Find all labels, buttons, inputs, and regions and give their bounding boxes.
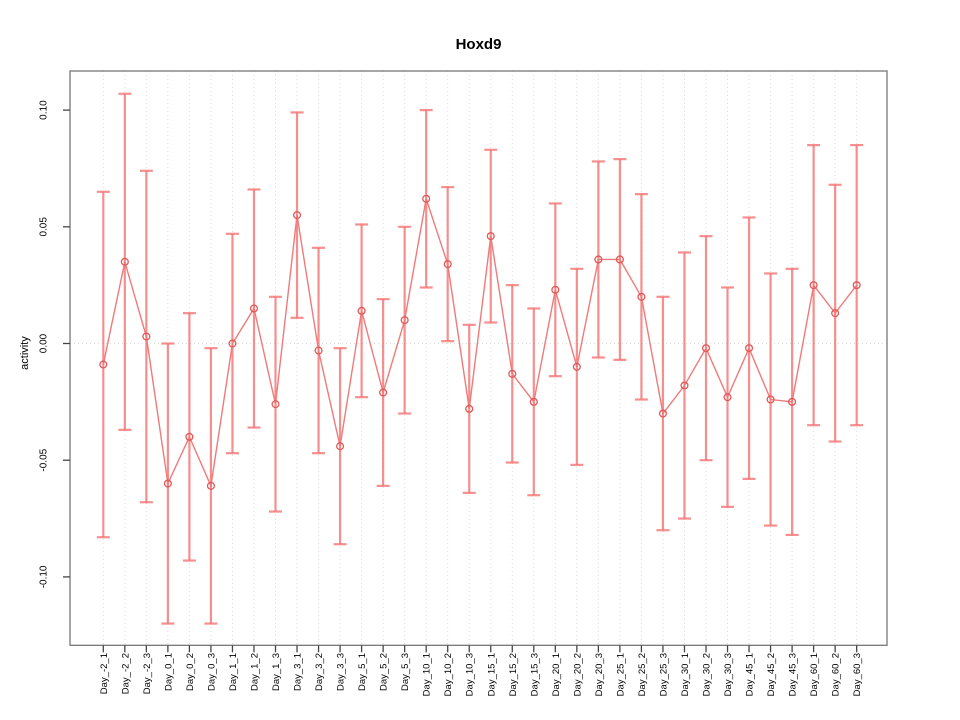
y-axis: 0.10 0.05 0.00 -0.05 -0.10 <box>39 100 70 588</box>
data-point <box>594 255 603 264</box>
x-tick-label: Day_3_1 <box>293 653 304 691</box>
data-point <box>357 306 366 315</box>
data-point <box>271 400 280 409</box>
x-tick-label: Day_30_1 <box>680 653 691 696</box>
data-point <box>465 404 474 413</box>
data-point <box>766 395 775 404</box>
data-point <box>99 360 108 369</box>
x-tick-label: Day_25_1 <box>615 653 626 696</box>
x-tick-label: Day_60_2 <box>831 653 842 696</box>
x-tick-label: Day_30_3 <box>723 653 734 696</box>
x-tick-label: Day_10_2 <box>443 653 454 696</box>
x-tick-label: Day_10_3 <box>465 653 476 696</box>
data-point <box>185 432 194 441</box>
data-point <box>615 255 624 264</box>
data-point <box>744 344 754 353</box>
y-axis-label: activity <box>19 336 31 370</box>
x-tick-label: Day_10_1 <box>422 653 433 696</box>
data-point <box>314 346 323 355</box>
data-point <box>249 304 259 313</box>
data-point <box>637 292 646 301</box>
x-tick-label: Day_0_1 <box>163 653 174 691</box>
data-point <box>551 285 560 294</box>
data-points <box>99 194 861 490</box>
x-tick-label: Day_5_1 <box>357 653 368 691</box>
x-tick-label: Day_30_2 <box>702 653 713 696</box>
x-tick-label: Day_5_2 <box>379 653 390 691</box>
x-tick-label: Day_1_3 <box>271 653 282 691</box>
x-tick-label: Day_45_1 <box>745 653 756 696</box>
data-point <box>852 281 861 290</box>
y-tick-label: -0.05 <box>39 448 50 471</box>
gridlines <box>70 71 887 646</box>
x-tick-label: Day_15_3 <box>529 653 540 696</box>
data-point <box>572 362 581 371</box>
x-tick-label: Day_3_3 <box>336 653 347 691</box>
x-tick-label: Day_-2_3 <box>142 653 153 694</box>
data-point <box>336 442 345 451</box>
data-point <box>228 339 237 348</box>
data-point <box>400 316 409 325</box>
x-tick-label: Day_45_2 <box>766 653 777 696</box>
y-tick-label: -0.10 <box>39 565 50 588</box>
data-point <box>292 211 302 220</box>
data-point <box>206 481 215 490</box>
data-point <box>809 281 818 290</box>
x-tick-label: Day_45_3 <box>788 653 799 696</box>
data-point <box>120 257 129 266</box>
x-tick-label: Day_15_2 <box>508 653 519 696</box>
x-tick-label: Day_25_3 <box>658 653 669 696</box>
x-tick-label: Day_1_1 <box>228 653 239 691</box>
data-point <box>680 381 689 390</box>
data-point <box>163 479 172 488</box>
data-point <box>379 388 388 397</box>
y-tick-label: 0.00 <box>39 333 50 353</box>
x-tick-label: Day_0_3 <box>206 653 217 691</box>
data-point <box>422 194 431 203</box>
x-tick-label: Day_20_1 <box>551 653 562 696</box>
x-axis: Day_-2_1 Day_-2_2 Day_-2_3 Day_0_1 Day_0_2 Da… <box>99 645 863 696</box>
plot-box <box>69 70 888 646</box>
x-tick-label: Day_5_3 <box>400 653 411 691</box>
data-point <box>508 369 517 378</box>
data-point <box>486 232 495 241</box>
x-tick-label: Day_20_3 <box>594 653 605 696</box>
data-point <box>658 409 667 418</box>
x-tick-label: Day_20_2 <box>572 653 583 696</box>
x-tick-label: Day_60_3 <box>852 653 863 696</box>
x-tick-label: Day_1_2 <box>249 653 260 691</box>
x-tick-label: Day_3_2 <box>314 653 325 691</box>
x-tick-label: Day_-2_1 <box>99 653 110 694</box>
x-tick-label: Day_15_1 <box>486 653 497 696</box>
data-point <box>443 260 452 269</box>
x-tick-label: Day_25_2 <box>637 653 648 696</box>
data-point <box>723 393 732 402</box>
data-point <box>529 397 538 406</box>
x-tick-label: Day_-2_2 <box>120 653 131 694</box>
chart-title: Hoxd9 <box>455 36 502 53</box>
y-tick-label: 0.10 <box>39 100 50 120</box>
x-tick-label: Day_0_2 <box>185 653 196 691</box>
y-tick-label: 0.05 <box>39 217 50 237</box>
data-point <box>142 332 151 341</box>
error-bars <box>96 92 864 625</box>
series-line <box>102 198 858 489</box>
data-point <box>788 397 797 406</box>
x-tick-label: Day_60_1 <box>809 653 820 696</box>
data-point <box>831 309 840 318</box>
data-point <box>701 344 711 353</box>
